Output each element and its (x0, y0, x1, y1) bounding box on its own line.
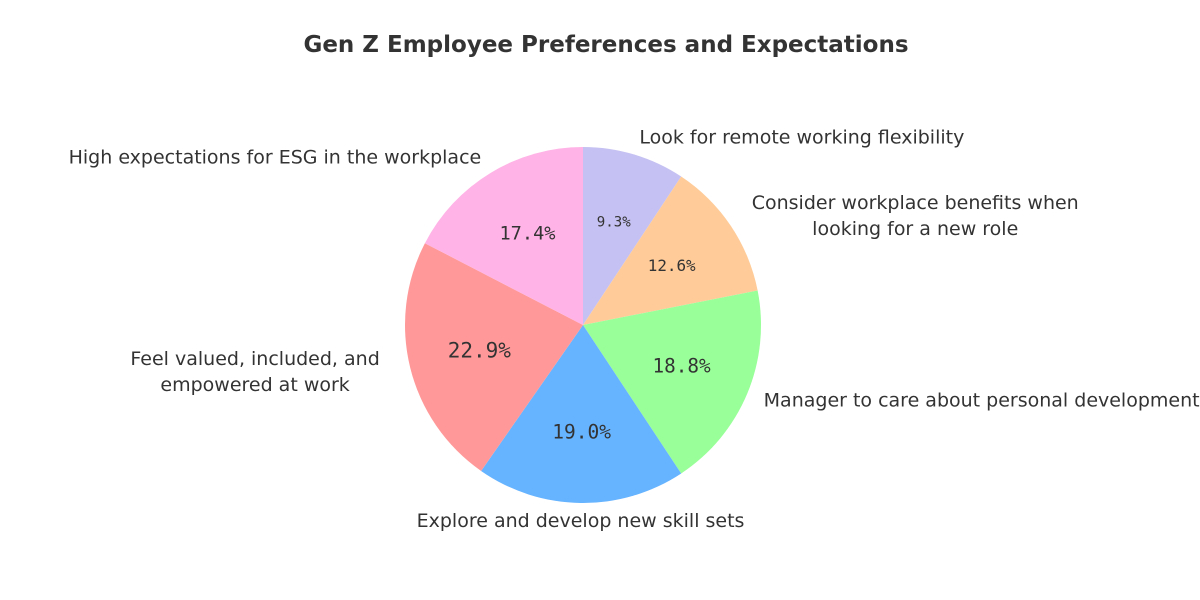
pie-slice-explore-and-develop-new-skill-sets (481, 325, 682, 504)
category-label-look-for-remote-working-flexibility: Look for remote working flexibility (639, 126, 964, 148)
percent-label-high-expectations-for-esg-in-the-workplace: 17.4% (499, 223, 555, 244)
category-labels: Look for remote working flexibility Consi… (69, 126, 1200, 531)
category-label-consider-workplace-benefits-when-looking-for-a-new-role: Consider workplace benefits when looking … (752, 192, 1079, 240)
pie-slice-manager-to-care-about-personal-development (583, 290, 761, 474)
chart-title: Gen Z Employee Preferences and Expectati… (303, 32, 908, 58)
percent-labels: 9.3% 12.6% 18.8% 19.0% 22.9% 17.4% (448, 215, 711, 444)
percent-label-consider-workplace-benefits-when-looking-for-a-new-role: 12.6% (648, 256, 696, 275)
category-label-manager-to-care-about-personal-development: Manager to care about personal developme… (764, 389, 1200, 411)
percent-label-explore-and-develop-new-skill-sets: 19.0% (552, 420, 611, 443)
pie-slices (404, 147, 761, 504)
category-label-feel-valued-included-and-empowered-at-work: Feel valued, included, and empowered at w… (130, 348, 379, 396)
pie-slice-consider-workplace-benefits-when-looking-for-a-new-role (583, 176, 758, 325)
pie-slice-high-expectations-for-esg-in-the-workplace (424, 147, 583, 325)
percent-label-feel-valued-included-and-empowered-at-work: 22.9% (448, 339, 512, 363)
category-label-high-expectations-for-esg-in-the-workplace: High expectations for ESG in the workpla… (69, 147, 482, 169)
category-label-explore-and-develop-new-skill-sets: Explore and develop new skill sets (417, 510, 745, 532)
percent-label-manager-to-care-about-personal-development: 18.8% (653, 355, 711, 378)
pie-slice-feel-valued-included-and-empowered-at-work (404, 243, 583, 471)
pie-slice-look-for-remote-working-flexibility (583, 147, 682, 325)
percent-label-look-for-remote-working-flexibility: 9.3% (597, 215, 631, 231)
